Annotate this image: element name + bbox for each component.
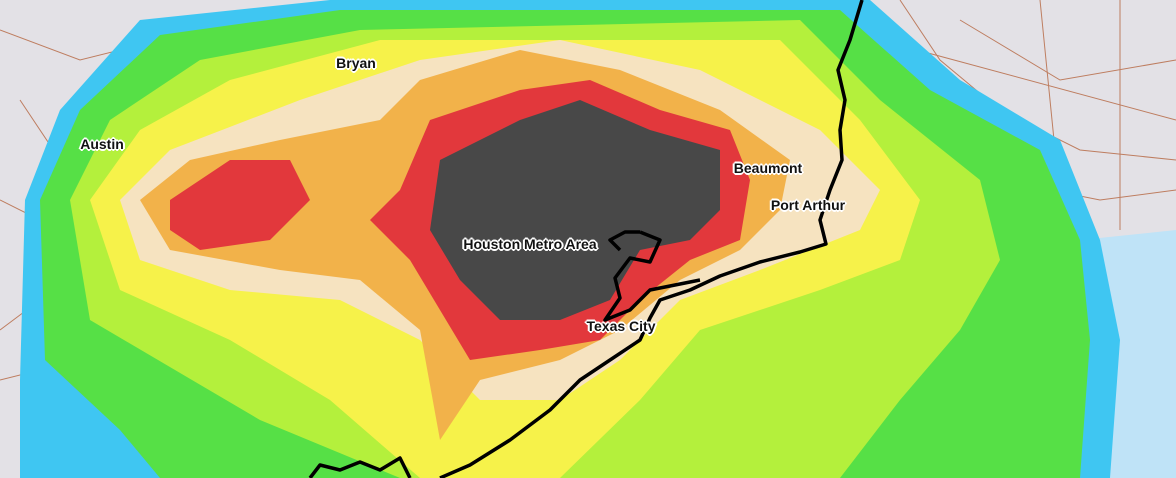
city-label-beaumont: Beaumont bbox=[733, 160, 803, 176]
city-label-port-arthur: Port Arthur bbox=[770, 197, 846, 213]
city-label-texas-city: Texas City bbox=[586, 318, 656, 334]
city-label-houston: Houston Metro Area bbox=[463, 236, 597, 252]
city-label-austin: Austin bbox=[80, 136, 124, 152]
rainfall-contours bbox=[20, 0, 1120, 478]
coastline bbox=[308, 0, 864, 478]
rain-level-8 bbox=[430, 100, 720, 320]
city-label-bryan: Bryan bbox=[336, 55, 376, 71]
